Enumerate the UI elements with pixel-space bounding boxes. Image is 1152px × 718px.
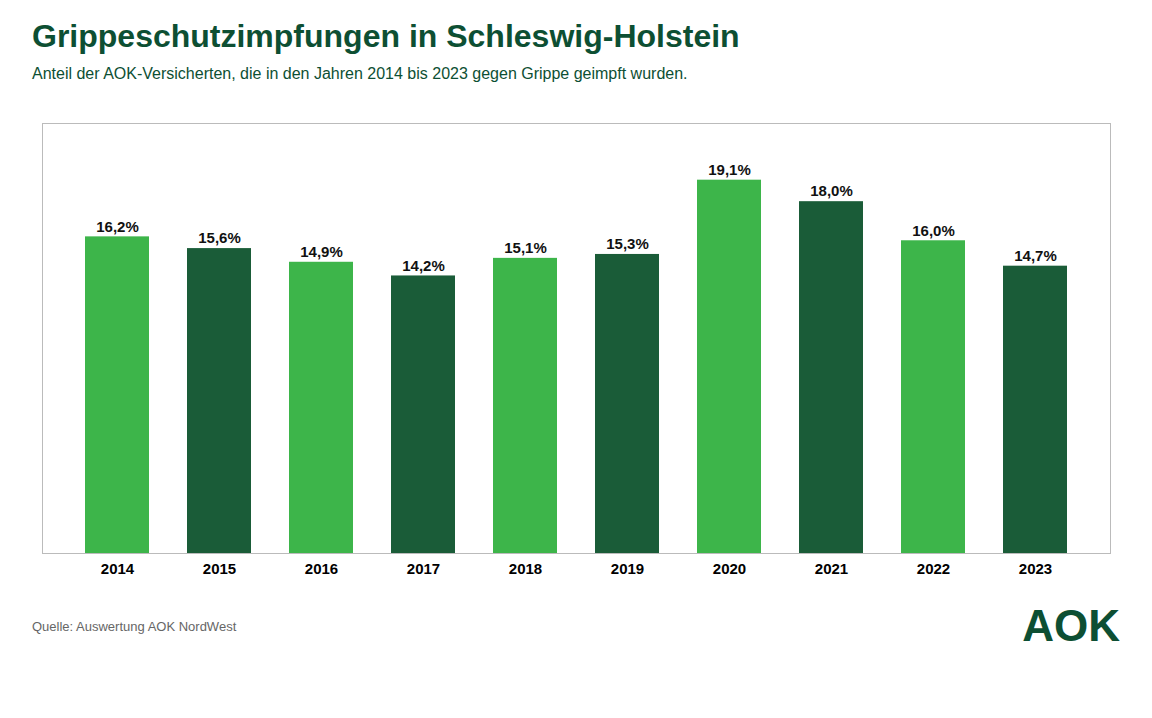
svg-text:15,3%: 15,3% [606,235,649,252]
svg-text:2015: 2015 [203,560,236,577]
svg-text:2022: 2022 [917,560,950,577]
svg-text:2017: 2017 [407,560,440,577]
svg-text:16,2%: 16,2% [96,218,139,235]
svg-text:14,9%: 14,9% [300,243,343,260]
svg-text:2019: 2019 [611,560,644,577]
html-text:Quelle: Auswertung AOK NordWes: Quelle: Auswertung AOK NordWest [32,618,237,634]
html-text:Anteil der AOK-Versicherten, d: Anteil der AOK-Versicherten, die in den … [32,65,688,82]
svg-text:14,2%: 14,2% [402,257,445,274]
html-text:AOK: AOK [1022,601,1120,650]
svg-text:18,0%: 18,0% [810,182,853,199]
svg-text:14,7%: 14,7% [1014,247,1057,264]
svg-text:2014: 2014 [101,560,135,577]
svg-text:2016: 2016 [305,560,338,577]
svg-text:2021: 2021 [815,560,848,577]
svg-text:2023: 2023 [1019,560,1052,577]
svg-text:19,1%: 19,1% [708,161,751,178]
svg-text:16,0%: 16,0% [912,222,955,239]
svg-text:2018: 2018 [509,560,542,577]
svg-text:15,6%: 15,6% [198,229,241,246]
html-text:Grippeschutzimpfungen in Schle: Grippeschutzimpfungen in Schleswig-Holst… [32,18,740,54]
svg-text:15,1%: 15,1% [504,239,547,256]
svg-text:2020: 2020 [713,560,746,577]
